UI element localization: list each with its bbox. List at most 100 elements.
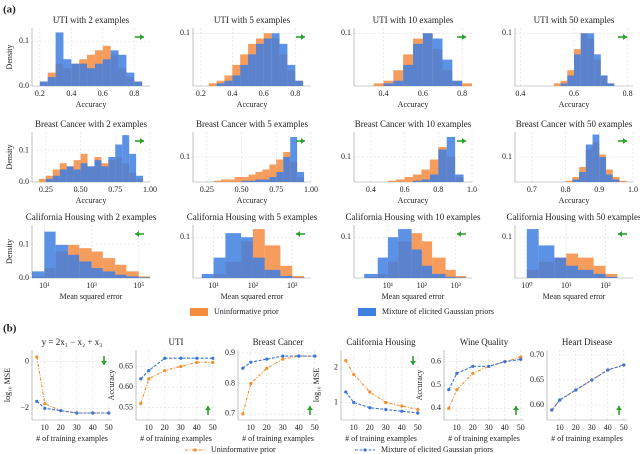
y-tick-label: 0.65 xyxy=(119,361,133,370)
histogram-bar xyxy=(45,178,53,182)
x-tick-label: 40 xyxy=(89,423,97,432)
x-tick-label: 10 xyxy=(145,423,153,432)
y-axis-label: log₁₀ MSE xyxy=(312,368,321,402)
x-axis-label: Accuracy xyxy=(559,196,590,205)
histogram-bar xyxy=(580,33,588,86)
x-tick-label: 30 xyxy=(382,423,390,432)
point xyxy=(91,411,95,415)
line xyxy=(448,356,521,409)
point xyxy=(574,388,578,392)
histogram-bar xyxy=(276,172,284,182)
y-tick-label: 0.60 xyxy=(119,382,133,391)
histogram-bar xyxy=(279,43,288,86)
point xyxy=(455,371,459,375)
histogram-bar xyxy=(398,229,412,278)
x-axis-label: Accuracy xyxy=(76,100,107,109)
histogram-bar xyxy=(526,229,539,278)
histogram-bar xyxy=(66,166,74,182)
histogram-bar xyxy=(232,75,241,86)
histogram-bar xyxy=(67,254,80,278)
line xyxy=(242,355,315,369)
y-tick-label: 0.1 xyxy=(502,232,512,241)
x-tick-label: 0.6 xyxy=(569,89,579,98)
histogram-bar xyxy=(126,72,135,86)
histogram-bar xyxy=(579,172,586,182)
histogram-bar xyxy=(134,81,143,86)
point xyxy=(249,381,253,386)
x-tick-label: 0.75 xyxy=(108,185,122,194)
histogram-bar xyxy=(262,169,270,182)
x-tick-label: 0.4 xyxy=(515,89,525,98)
legend-marker xyxy=(193,448,197,452)
histogram-bar xyxy=(252,229,265,278)
point xyxy=(344,358,348,363)
histogram-bar xyxy=(455,275,467,278)
point xyxy=(241,412,245,416)
histogram-bar xyxy=(248,180,256,182)
y-tick-label: 0.1 xyxy=(19,240,29,249)
line xyxy=(140,357,213,380)
histogram-bar xyxy=(269,177,277,182)
histogram-bar xyxy=(411,249,422,278)
point xyxy=(471,371,475,375)
legend-label: Uninformative prior xyxy=(214,307,279,316)
histogram-bar xyxy=(101,166,109,182)
x-tick-label: 0.8 xyxy=(290,89,300,98)
histogram-bar xyxy=(574,54,581,86)
chart-title: UTI with 2 examples xyxy=(53,15,130,25)
histogram-bar xyxy=(566,265,579,278)
histogram-bar xyxy=(364,273,378,278)
histogram-bar xyxy=(208,83,217,86)
histogram-bar xyxy=(393,70,404,86)
x-tick-label: 10 xyxy=(41,423,49,432)
chart-title: California Housing with 10 examples xyxy=(346,212,481,222)
y-tick-label: 0.9 xyxy=(225,348,235,357)
x-tick-label: 0.4 xyxy=(227,89,237,98)
y-axis-label: Density xyxy=(5,145,14,170)
histogram-bar xyxy=(429,174,439,182)
histogram-bar xyxy=(91,251,103,278)
x-tick-label: 0.4 xyxy=(366,185,376,194)
x-tick-label: 10 xyxy=(350,423,358,432)
arrow-head xyxy=(462,34,466,40)
x-axis-label: Accuracy xyxy=(76,196,107,205)
histogram-bar xyxy=(599,157,607,182)
x-tick-label: 20 xyxy=(572,423,580,432)
point xyxy=(211,360,215,364)
x-tick-label: 0.4 xyxy=(66,89,76,98)
point xyxy=(43,406,47,410)
histogram-bar xyxy=(287,64,296,86)
point xyxy=(352,400,356,405)
point xyxy=(297,354,301,358)
histogram-bar xyxy=(387,180,397,182)
histogram-bar xyxy=(216,83,225,86)
point xyxy=(147,377,151,381)
histogram-bar xyxy=(276,159,284,182)
histogram-bar xyxy=(122,135,130,182)
x-axis-label: Accuracy xyxy=(398,196,429,205)
y-tick-label: 0.60 xyxy=(530,400,544,409)
point xyxy=(550,408,554,412)
chart-title: Breast Cancer with 50 examples xyxy=(516,119,633,129)
x-axis-label: # of training examples xyxy=(36,434,108,443)
y-tick-label: 0.8 xyxy=(225,378,235,387)
histogram-bar xyxy=(63,59,72,86)
chart-title: California Housing with 5 examples xyxy=(187,212,318,222)
histogram-bar xyxy=(605,276,618,278)
x-tick-label: 10² xyxy=(248,281,259,290)
point xyxy=(471,364,475,368)
histogram-bar xyxy=(280,265,293,278)
histogram-bar xyxy=(373,83,384,86)
y-axis-label: Density xyxy=(5,45,14,70)
point xyxy=(163,356,167,360)
point xyxy=(558,398,562,402)
legend-label: Mixture of elicited Gaussian priors xyxy=(381,445,493,454)
x-tick-label: 10¹ xyxy=(208,281,219,290)
x-tick-label: 0.50 xyxy=(74,185,88,194)
line xyxy=(36,400,109,414)
histogram-bar xyxy=(432,38,443,86)
histogram-bar xyxy=(71,63,80,86)
y-tick-label: 0.1 xyxy=(341,232,351,241)
x-tick-label: 50 xyxy=(311,423,319,432)
